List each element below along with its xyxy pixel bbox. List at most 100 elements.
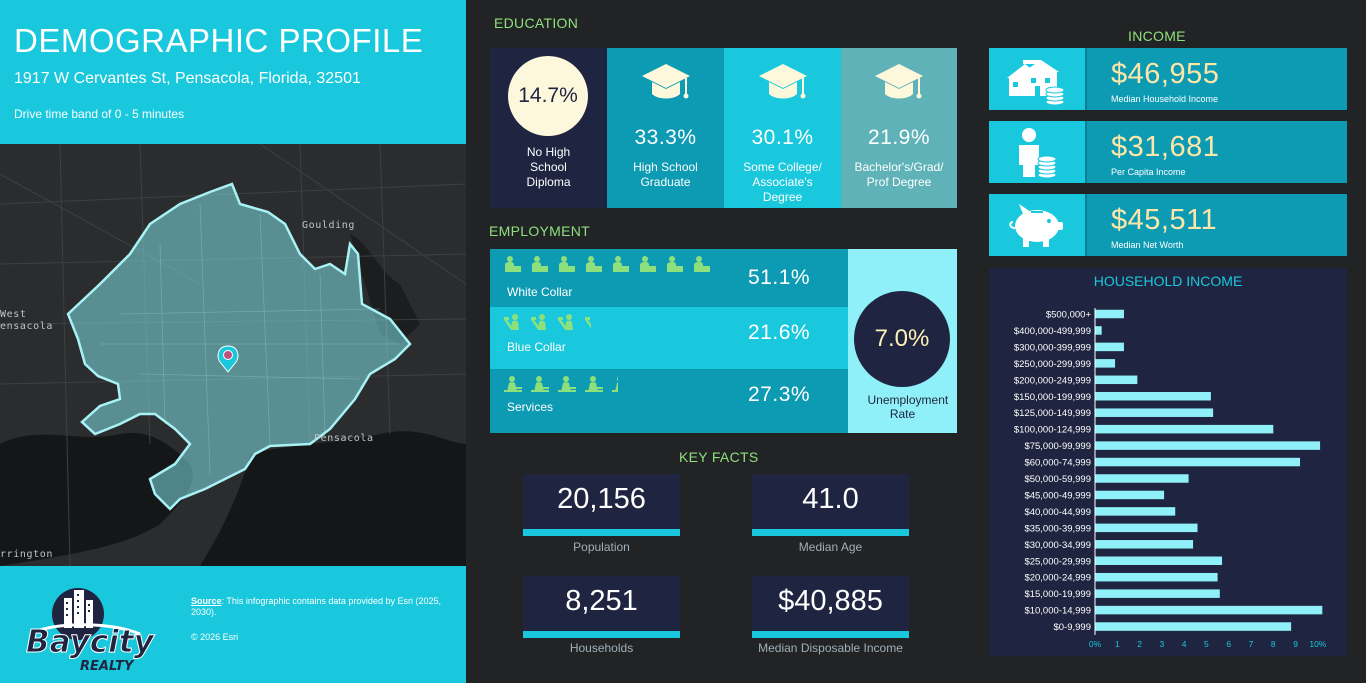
edu-high-school-label: High School Graduate [633,160,698,189]
income-bar[interactable] [1095,572,1218,582]
household-income-chart: HOUSEHOLD INCOME $500,000+ $400,000-499,9… [989,268,1347,656]
category-label: $75,000-99,999 [1024,441,1091,452]
income-bar[interactable] [1095,605,1323,615]
edu-high-school-pct: 33.3% [634,126,697,149]
graduation-cap-icon [758,64,807,99]
category-label: $200,000-249,999 [1014,375,1091,386]
category-label: $250,000-299,999 [1014,359,1091,370]
source-note: Source: This infographic contains data p… [191,596,451,618]
worker-icon [558,375,576,398]
category-label: $125,000-149,999 [1014,408,1091,419]
income-bar[interactable] [1095,457,1301,467]
x-tick-label: 10% [1309,639,1326,649]
worker-icon [557,313,576,336]
unemployment-rate: 7.0% [854,291,950,387]
per-capita-income: $31,681 [1111,131,1220,163]
income-bar[interactable] [1095,408,1214,417]
income-bar[interactable] [1095,309,1124,319]
income-bar[interactable] [1095,589,1220,598]
income-row-net-worth: $45,511 Median Net Worth [989,194,1347,256]
income-bar[interactable] [1095,359,1116,368]
category-label: $100,000-124,999 [1014,425,1091,436]
edu-bachelors-label: Bachelor's/Grad/ Prof Degree [854,160,944,189]
worker-icon [585,375,603,398]
median-net-worth: $45,511 [1111,204,1218,236]
employment-pct: 27.3% [748,383,811,406]
address: 1917 W Cervantes St, Pensacola, Florida,… [14,70,361,87]
category-label: $400,000-499,999 [1014,326,1091,337]
category-label: $25,000-29,999 [1024,556,1091,567]
income-bar[interactable] [1095,342,1124,352]
category-label: $40,000-44,999 [1024,507,1091,518]
worker-icon [585,313,591,336]
edu-some-college-label: Some College/ Associate's Degree [743,160,822,204]
category-label: $30,000-34,999 [1024,540,1091,551]
worker-icon [531,255,549,278]
map-label-pensacola: Pensacola [314,433,374,444]
key-facts-title: KEY FACTS [679,449,759,465]
worker-icon [585,255,603,278]
x-tick-label: 1 [1115,639,1120,649]
employment-pct: 51.1% [748,266,811,289]
footer-panel: Baycity REALTY Source: This infographic … [0,566,466,683]
graduation-cap-icon [641,64,690,99]
category-label: $60,000-74,999 [1024,458,1091,469]
category-label: $50,000-59,999 [1024,474,1091,485]
x-tick-label: 3 [1159,639,1164,649]
unemployment-label: Unemployment Rate [867,393,949,421]
median-age-label: Median Age [798,540,863,554]
edu-high-school: 33.3% High School Graduate [607,48,724,208]
households-label: Households [569,641,634,655]
income-bar[interactable] [1095,375,1138,385]
logo-text-1: Baycity [26,624,156,660]
population-value: 20,156 [523,474,680,536]
income-bar[interactable] [1095,490,1165,500]
employment-panel: White Collar 51.1% Blue Collar 21.6% Ser… [490,249,957,433]
category-label: $15,000-19,999 [1024,589,1091,600]
income-bar[interactable] [1095,556,1223,566]
income-bar[interactable] [1095,474,1189,483]
households-value: 8,251 [523,576,680,638]
income-bar[interactable] [1095,424,1274,434]
edu-no-high-school-label: No High School Diploma [526,145,571,189]
income-bar[interactable] [1095,622,1292,631]
x-tick-label: 8 [1271,639,1276,649]
population-label: Population [573,540,630,554]
graduation-cap-icon [875,64,923,99]
location-pin-icon[interactable] [217,345,239,373]
category-label: $150,000-199,999 [1014,392,1091,403]
income-bar[interactable] [1095,441,1321,450]
worker-icons [504,255,711,278]
worker-icon [612,375,618,398]
employment-label: White Collar [507,285,573,299]
person-coins-icon [989,121,1087,183]
map-label-goulding: Goulding [302,220,355,231]
drive-time-map[interactable]: Goulding West ensacola Pensacola rringto… [0,144,466,566]
source-link[interactable]: Source [191,596,222,606]
median-net-worth-label: Median Net Worth [1111,240,1184,250]
income-bar[interactable] [1095,507,1176,516]
x-tick-label: 7 [1249,639,1254,649]
employment-label: Services [507,400,554,414]
x-tick-label: 9 [1293,639,1298,649]
income-bar[interactable] [1095,392,1211,401]
disposable-income-value: $40,885 [752,576,909,638]
income-bar[interactable] [1095,540,1194,549]
employment-row-services: Services 27.3% [490,369,848,433]
category-label: $10,000-14,999 [1024,606,1091,617]
category-label: $300,000-399,999 [1014,342,1091,353]
income-bar[interactable] [1095,523,1198,533]
category-label: $20,000-24,999 [1024,573,1091,584]
chart-title: HOUSEHOLD INCOME [1093,273,1243,289]
worker-icon [504,255,522,278]
household-income-bars: $500,000+ $400,000-499,999 $300,000-399,99… [1014,308,1327,649]
disposable-income-label: Median Disposable Income [758,641,903,655]
baycity-realty-logo: Baycity REALTY [20,574,170,678]
category-label: $45,000-49,999 [1024,490,1091,501]
edu-some-college: 30.1% Some College/ Associate's Degree [724,48,841,208]
copyright: © 2026 Esri [191,632,239,642]
worker-icon [530,313,549,336]
income-bar[interactable] [1095,326,1102,335]
edu-bachelors: 21.9% Bachelor's/Grad/ Prof Degree [841,48,957,208]
worker-icon [531,375,549,398]
